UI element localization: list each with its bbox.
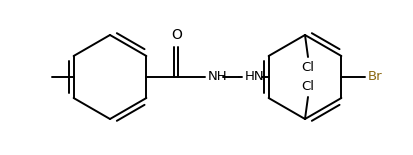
Text: NH: NH [207,71,226,84]
Text: HN: HN [244,71,263,84]
Text: Br: Br [366,71,381,84]
Text: Cl: Cl [301,80,314,93]
Text: O: O [171,28,181,42]
Text: Cl: Cl [301,61,314,74]
